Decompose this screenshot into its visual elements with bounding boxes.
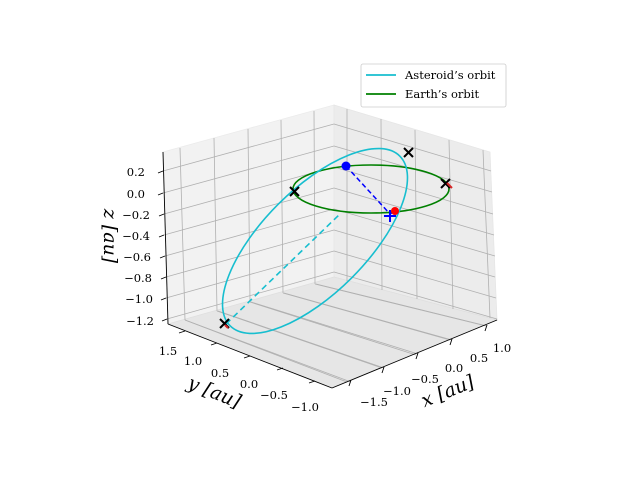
z-tick-label: −1.0	[125, 292, 153, 306]
legend-box	[360, 63, 507, 108]
x-tick-label: 0.5	[470, 351, 488, 365]
y-tick-labels: 1.5 1.0 0.5 0.0 −0.5 −1.0	[159, 344, 319, 414]
black-cross-marker	[440, 178, 451, 189]
black-cross-marker	[289, 186, 300, 197]
x-tick-label: 0.0	[445, 361, 463, 375]
legend-label-earth: Earth’s orbit	[405, 87, 479, 101]
z-tick-label: −0.8	[124, 271, 152, 285]
blue-point-marker	[341, 161, 351, 171]
blue-connector-line	[345, 165, 391, 215]
y-tick-label: −1.0	[291, 400, 319, 414]
z-tick-label: −0.4	[122, 229, 150, 243]
y-tick-label: 1.0	[184, 354, 202, 368]
z-tick-label: 0.2	[127, 165, 145, 179]
y-tick-marks	[178, 330, 316, 384]
z-axis-line	[162, 151, 169, 325]
legend: Asteroid’s orbit Earth’s orbit	[360, 63, 507, 108]
y-tick-label: 1.5	[159, 344, 177, 358]
x-tick-label: −1.5	[360, 395, 388, 409]
tick-marks	[157, 170, 488, 387]
x-axis-line	[331, 319, 498, 389]
y-tick-label: −0.5	[260, 388, 288, 402]
black-cross-markers	[219, 147, 451, 329]
blue-plus-marker	[384, 210, 396, 222]
legend-label-asteroid: Asteroid’s orbit	[404, 68, 496, 82]
grid-floor-y	[184, 283, 487, 383]
z-tick-marks	[157, 170, 168, 322]
x-tick-marks	[348, 324, 488, 387]
z-axis-label: z [au]	[99, 208, 121, 264]
y-tick-label: 0.5	[211, 366, 229, 380]
axes-panes	[162, 104, 499, 389]
z-tick-label: −0.2	[122, 208, 150, 222]
x-tick-labels: −1.5 −1.0 −0.5 0.0 0.5 1.0	[360, 341, 511, 409]
grid-y-vertical	[179, 110, 316, 321]
z-tick-labels: 0.2 0.0 −0.2 −0.4 −0.6 −0.8 −1.0 −1.2	[122, 165, 154, 328]
red-cross-marker	[446, 182, 453, 189]
red-point-marker	[391, 207, 399, 215]
z-tick-label: −1.2	[126, 314, 154, 328]
x-tick-label: −1.0	[383, 384, 411, 398]
grid-floor-x	[184, 283, 488, 383]
asteroid-orbit	[221, 147, 409, 335]
asteroid-orbit-dashed	[225, 212, 342, 325]
y-tick-label: 0.0	[240, 377, 258, 391]
x-tick-label: 1.0	[493, 341, 511, 355]
x-tick-label: −0.5	[411, 372, 439, 386]
red-markers	[224, 182, 453, 329]
z-tick-label: −0.6	[123, 250, 151, 264]
z-tick-label: 0.0	[127, 187, 145, 201]
black-cross-marker	[403, 147, 414, 158]
red-cross-marker	[224, 324, 229, 329]
